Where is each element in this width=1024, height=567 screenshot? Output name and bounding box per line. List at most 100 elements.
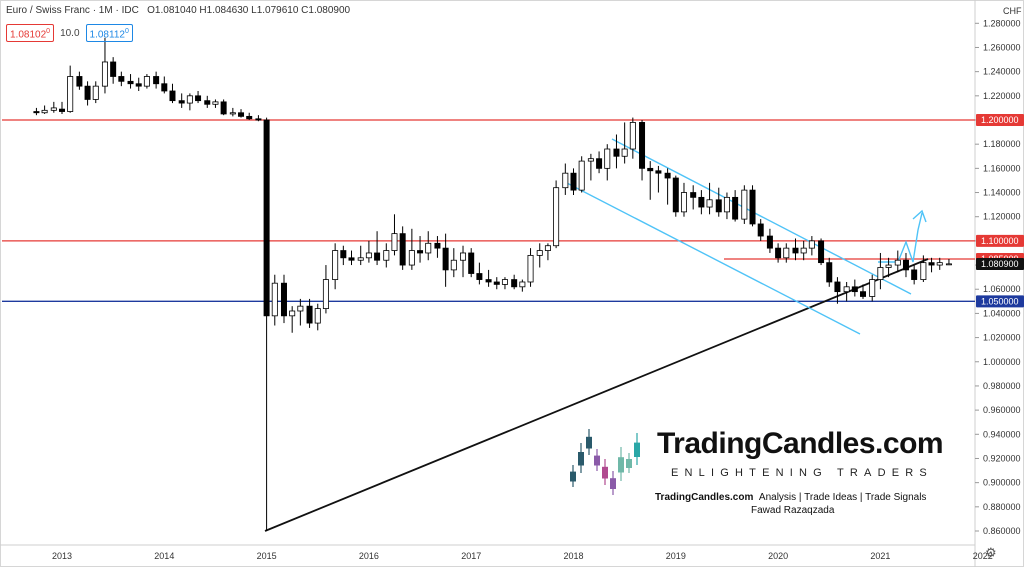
candle-body[interactable]	[851, 286, 858, 293]
candle-body[interactable]	[792, 247, 799, 254]
candle-body[interactable]	[391, 233, 398, 251]
sell-button[interactable]: 1.081020	[6, 24, 55, 43]
candle-body[interactable]	[800, 247, 807, 254]
candle-body[interactable]	[383, 250, 390, 261]
candle-body[interactable]	[877, 267, 884, 280]
candle-body[interactable]	[596, 158, 603, 169]
candle-body[interactable]	[647, 167, 654, 172]
candle-body[interactable]	[672, 177, 679, 213]
candle-body[interactable]	[41, 109, 48, 114]
candle-body[interactable]	[161, 83, 168, 92]
candle-body[interactable]	[894, 259, 901, 266]
candle-body[interactable]	[84, 85, 91, 100]
candle-body[interactable]	[297, 305, 304, 312]
candle-body[interactable]	[639, 122, 646, 169]
candle-body[interactable]	[255, 118, 262, 121]
candle-body[interactable]	[715, 199, 722, 213]
candle-body[interactable]	[775, 247, 782, 259]
candle-body[interactable]	[460, 252, 467, 261]
candle-body[interactable]	[621, 148, 628, 157]
gear-icon[interactable]: ⚙	[985, 545, 997, 560]
candle-body[interactable]	[340, 250, 347, 259]
candle-body[interactable]	[511, 279, 518, 288]
candle-body[interactable]	[706, 199, 713, 208]
candle-body[interactable]	[808, 240, 815, 249]
candle-body[interactable]	[920, 262, 927, 280]
candle-body[interactable]	[178, 100, 185, 104]
candle-body[interactable]	[476, 273, 483, 280]
candle-body[interactable]	[578, 160, 585, 191]
candle-body[interactable]	[732, 196, 739, 220]
candle-body[interactable]	[757, 223, 764, 237]
candle-body[interactable]	[118, 76, 125, 82]
candle-body[interactable]	[289, 310, 296, 317]
candle-body[interactable]	[33, 111, 40, 114]
candle-body[interactable]	[536, 250, 543, 256]
candle-body[interactable]	[153, 76, 160, 85]
candle-body[interactable]	[204, 100, 211, 105]
candle-body[interactable]	[408, 250, 415, 266]
channel-lower-line[interactable]	[562, 180, 861, 335]
candle-body[interactable]	[834, 281, 841, 293]
candle-body[interactable]	[766, 235, 773, 249]
candle-body[interactable]	[314, 308, 321, 324]
candle-body[interactable]	[76, 76, 83, 87]
candle-body[interactable]	[902, 259, 909, 271]
candle-body[interactable]	[434, 242, 441, 249]
projection-path[interactable]	[878, 212, 923, 263]
candle-body[interactable]	[562, 172, 569, 189]
candle-body[interactable]	[186, 95, 193, 104]
candle-body[interactable]	[570, 172, 577, 191]
candle-body[interactable]	[322, 279, 329, 309]
candle-body[interactable]	[749, 189, 756, 225]
candle-body[interactable]	[399, 233, 406, 266]
candle-body[interactable]	[501, 279, 508, 285]
candle-body[interactable]	[442, 247, 449, 271]
candle-body[interactable]	[680, 192, 687, 213]
candle-body[interactable]	[493, 281, 500, 285]
candle-body[interactable]	[629, 122, 636, 150]
candle-body[interactable]	[101, 61, 108, 87]
candle-body[interactable]	[860, 291, 867, 297]
candle-body[interactable]	[306, 305, 313, 324]
candle-body[interactable]	[741, 189, 748, 220]
candle-body[interactable]	[417, 250, 424, 254]
candle-body[interactable]	[271, 282, 278, 317]
candle-body[interactable]	[936, 262, 943, 266]
candle-body[interactable]	[587, 158, 594, 162]
candle-body[interactable]	[485, 279, 492, 283]
candle-body[interactable]	[365, 252, 372, 259]
candle-body[interactable]	[843, 286, 850, 293]
candle-body[interactable]	[698, 196, 705, 208]
candle-body[interactable]	[885, 264, 892, 268]
candle-body[interactable]	[519, 281, 526, 288]
candle-body[interactable]	[332, 250, 339, 280]
candle-body[interactable]	[127, 80, 134, 85]
candle-body[interactable]	[553, 187, 560, 247]
candle-body[interactable]	[690, 192, 697, 198]
candle-body[interactable]	[664, 172, 671, 179]
candle-body[interactable]	[143, 76, 150, 87]
candle-body[interactable]	[928, 262, 935, 266]
trend-line[interactable]	[264, 258, 929, 532]
candle-body[interactable]	[59, 108, 66, 112]
candle-body[interactable]	[92, 85, 99, 100]
candle-body[interactable]	[818, 240, 825, 264]
candle-body[interactable]	[450, 259, 457, 271]
candle-body[interactable]	[110, 61, 117, 77]
candle-body[interactable]	[135, 83, 142, 87]
candle-body[interactable]	[67, 76, 74, 112]
candle-body[interactable]	[613, 148, 620, 157]
candle-body[interactable]	[869, 279, 876, 297]
candle-body[interactable]	[783, 247, 790, 259]
buy-button[interactable]: 1.081120	[85, 24, 133, 43]
candle-body[interactable]	[374, 252, 381, 261]
candle-body[interactable]	[229, 112, 236, 115]
candle-body[interactable]	[604, 148, 611, 169]
candle-body[interactable]	[263, 119, 270, 317]
candle-body[interactable]	[468, 252, 475, 274]
candle-body[interactable]	[527, 254, 534, 283]
candle-body[interactable]	[945, 263, 952, 266]
candle-body[interactable]	[357, 257, 364, 261]
